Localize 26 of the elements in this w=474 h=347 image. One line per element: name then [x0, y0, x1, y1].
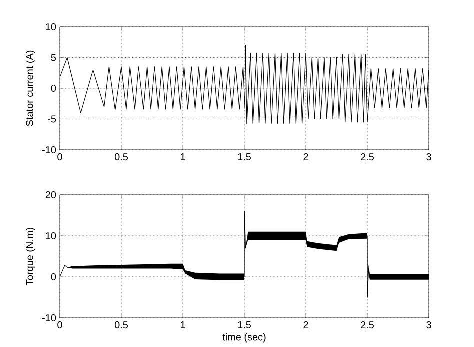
y-tick-label: -10 [42, 314, 56, 322]
x-tick-label: 1.5 [238, 322, 252, 328]
y-axis-title: Stator current (A) [26, 50, 36, 126]
y-tick-label: 10 [46, 232, 56, 240]
x-tick-label: 2 [304, 154, 308, 160]
y-tick-label: -5 [48, 116, 56, 123]
x-axis-title: time (sec) [222, 333, 266, 343]
y-tick-label: 10 [46, 23, 56, 31]
x-tick-label: 3 [426, 322, 432, 329]
x-tick-label: 1.5 [238, 154, 252, 160]
x-tick-label: 0.5 [114, 154, 128, 161]
y-tick-label: 0 [51, 84, 56, 92]
x-tick-label: 2.5 [361, 154, 374, 161]
x-tick-label: 1 [180, 322, 186, 328]
x-tick-label: 3 [426, 154, 432, 161]
y-axis-title: Torque (N.m) [26, 228, 36, 286]
y-tick-label: 5 [51, 54, 56, 62]
x-tick-label: 2.5 [361, 322, 374, 329]
y-tick-label: -10 [42, 146, 56, 154]
y-tick-label: 20 [46, 191, 56, 199]
y-tick-label: 0 [51, 273, 56, 281]
x-tick-label: 1 [180, 154, 186, 160]
x-tick-label: 0 [58, 154, 62, 161]
x-tick-label: 2 [304, 322, 308, 328]
x-tick-label: 0 [58, 322, 62, 329]
x-tick-label: 0.5 [114, 322, 128, 329]
